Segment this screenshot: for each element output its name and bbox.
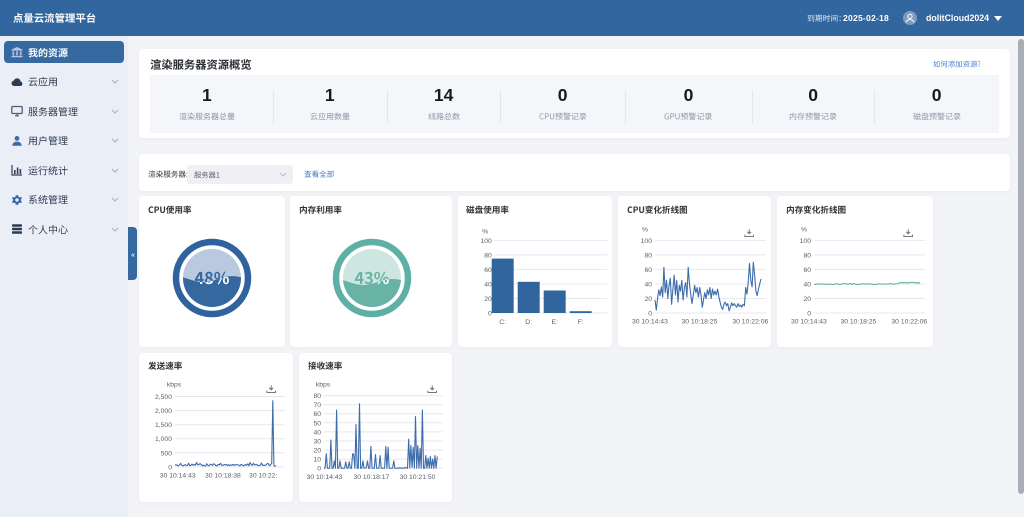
svg-text:30 10:22:06: 30 10:22:06 (732, 319, 768, 326)
svg-text:100: 100 (480, 238, 492, 245)
svg-text:20: 20 (803, 296, 811, 303)
svg-text:30: 30 (314, 438, 322, 445)
svg-text:500: 500 (160, 450, 172, 457)
svg-text:10: 10 (314, 457, 322, 464)
svg-text:0: 0 (648, 311, 652, 318)
svg-text:30 10:21:50: 30 10:21:50 (400, 474, 436, 481)
svg-text:0: 0 (318, 466, 322, 473)
svg-text:%: % (641, 227, 647, 234)
svg-text:C:: C: (499, 319, 506, 326)
svg-text:70: 70 (314, 402, 322, 409)
svg-text:0: 0 (807, 310, 811, 317)
svg-text:80: 80 (803, 252, 811, 259)
svg-text:%: % (482, 229, 488, 236)
svg-text:100: 100 (800, 238, 812, 245)
svg-text:%: % (801, 227, 807, 234)
svg-text:30 10:22:06: 30 10:22:06 (891, 319, 927, 326)
svg-text:40: 40 (484, 281, 492, 288)
svg-text:30 10:14:43: 30 10:14:43 (159, 472, 195, 479)
svg-text:0: 0 (488, 310, 492, 317)
svg-text:40: 40 (314, 429, 322, 436)
svg-text:20: 20 (314, 448, 322, 455)
svg-text:kbps: kbps (166, 381, 181, 388)
svg-text:2,500: 2,500 (155, 394, 172, 401)
svg-text:30 10:18:38: 30 10:18:38 (205, 472, 241, 479)
svg-text:30 10:14:43: 30 10:14:43 (791, 319, 827, 326)
svg-text:F:: F: (577, 319, 583, 326)
svg-text:30 10:22:: 30 10:22: (249, 472, 277, 479)
svg-text:D:: D: (525, 319, 532, 326)
svg-text:30 10:14:43: 30 10:14:43 (631, 319, 667, 326)
svg-text:60: 60 (314, 411, 322, 418)
svg-text:kbps: kbps (316, 381, 331, 388)
svg-text:60: 60 (484, 267, 492, 274)
svg-text:80: 80 (314, 393, 322, 400)
svg-text:20: 20 (644, 296, 652, 303)
svg-text:0: 0 (168, 464, 172, 471)
svg-text:80: 80 (484, 252, 492, 259)
svg-text:1,500: 1,500 (155, 422, 172, 429)
svg-text:30 10:14:43: 30 10:14:43 (307, 474, 343, 481)
svg-text:20: 20 (484, 296, 492, 303)
svg-text:30 10:18:25: 30 10:18:25 (681, 319, 717, 326)
svg-text:2,000: 2,000 (155, 408, 172, 415)
svg-text:80: 80 (644, 252, 652, 259)
svg-text:1,000: 1,000 (155, 436, 172, 443)
svg-text:40: 40 (644, 282, 652, 289)
svg-text:E:: E: (551, 319, 558, 326)
svg-text:60: 60 (803, 267, 811, 274)
svg-text:100: 100 (640, 238, 652, 245)
svg-text:50: 50 (314, 420, 322, 427)
svg-text:60: 60 (644, 267, 652, 274)
svg-text:30 10:18:17: 30 10:18:17 (354, 474, 390, 481)
svg-text:30 10:18:25: 30 10:18:25 (840, 319, 876, 326)
svg-text:40: 40 (803, 281, 811, 288)
